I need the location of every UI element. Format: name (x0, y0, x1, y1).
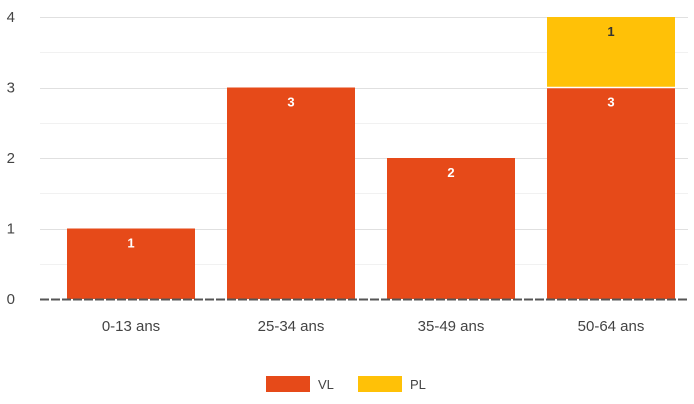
legend-swatch (358, 376, 402, 392)
legend-item-pl[interactable]: PL (358, 376, 426, 392)
y-tick-label: 3 (7, 80, 15, 97)
y-axis-tick-labels: 0 1 2 3 4 (7, 9, 15, 308)
data-label: 3 (287, 95, 294, 110)
data-label: 1 (607, 24, 614, 39)
data-label: 1 (127, 236, 134, 251)
x-axis-tick-labels: 0-13 ans 25-34 ans 35-49 ans 50-64 ans (102, 318, 645, 335)
bar-vl-0-13-ans (67, 228, 195, 299)
x-tick-label: 50-64 ans (578, 318, 645, 335)
bars: 1 3 2 3 1 (67, 17, 675, 299)
y-tick-label: 2 (7, 150, 15, 167)
bar-pl-50-64-ans (547, 17, 675, 88)
legend-item-vl[interactable]: VL (266, 376, 334, 392)
x-tick-label: 25-34 ans (258, 318, 325, 335)
legend[interactable]: VL PL (266, 376, 426, 392)
data-label: 3 (607, 95, 614, 110)
data-label: 2 (447, 165, 454, 180)
x-tick-label: 0-13 ans (102, 318, 160, 335)
x-tick-label: 35-49 ans (418, 318, 485, 335)
legend-swatch (266, 376, 310, 392)
bar-vl-50-64-ans (547, 87, 675, 299)
bar-vl-25-34-ans (227, 87, 355, 299)
y-tick-label: 0 (7, 291, 15, 308)
legend-label: PL (410, 377, 426, 392)
legend-label: VL (318, 377, 334, 392)
y-tick-label: 1 (7, 221, 15, 238)
y-tick-label: 4 (7, 9, 15, 26)
bar-vl-35-49-ans (387, 158, 515, 299)
